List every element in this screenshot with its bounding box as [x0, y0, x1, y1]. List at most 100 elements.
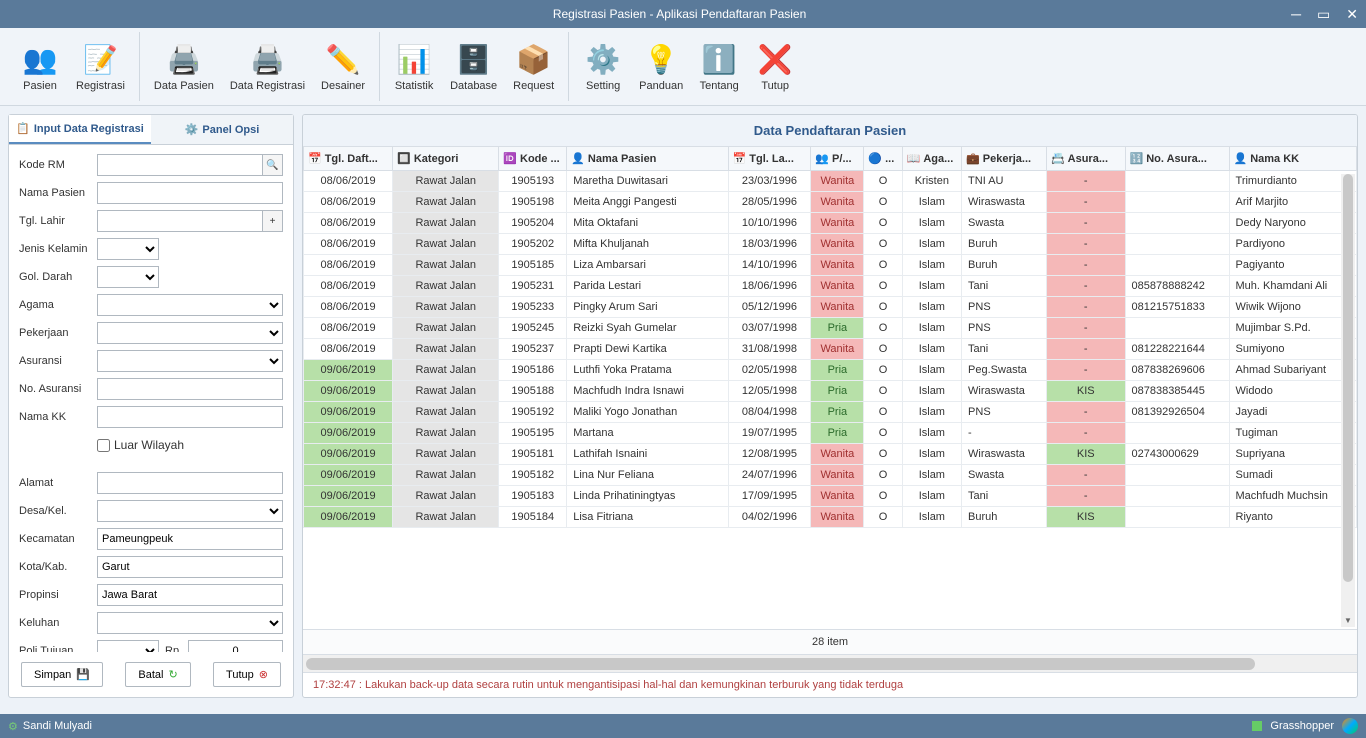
statistik-icon: 📊 [397, 42, 432, 78]
vertical-scrollbar[interactable]: ▲ ▼ [1341, 174, 1355, 627]
toolbar: 👥Pasien📝Registrasi🖨️Data Pasien🖨️Data Re… [0, 28, 1366, 106]
nama-kk-input[interactable] [97, 406, 283, 428]
add-date-button[interactable]: + [263, 210, 283, 232]
col-header[interactable]: 🔵... [864, 147, 902, 171]
data-pasien-button[interactable]: 🖨️Data Pasien [146, 32, 222, 101]
col-header[interactable]: 🔢No. Asura... [1125, 147, 1229, 171]
table-row[interactable]: 09/06/2019Rawat Jalan1905184Lisa Fitrian… [304, 507, 1357, 528]
table-row[interactable]: 08/06/2019Rawat Jalan1905193Maretha Duwi… [304, 171, 1357, 192]
label-kota: Kota/Kab. [19, 561, 97, 573]
label-luar-wilayah: Luar Wilayah [114, 438, 184, 452]
tutup-button[interactable]: ❌Tutup [747, 32, 803, 101]
table-row[interactable]: 08/06/2019Rawat Jalan1905231Parida Lesta… [304, 276, 1357, 297]
minimize-button[interactable]: ─ [1291, 6, 1301, 23]
pasien-button[interactable]: 👥Pasien [12, 32, 68, 101]
table-row[interactable]: 08/06/2019Rawat Jalan1905202Mifta Khulja… [304, 234, 1357, 255]
status-indicator [1252, 721, 1262, 731]
label-nama-pasien: Nama Pasien [19, 187, 97, 199]
label-rp: Rp. [165, 645, 182, 652]
user-icon: ⚙ [8, 720, 18, 733]
label-desa: Desa/Kel. [19, 505, 97, 517]
save-icon: 💾 [76, 668, 90, 681]
app-logo-icon [1342, 718, 1358, 734]
poli-tujuan-select[interactable] [97, 640, 159, 652]
batal-button[interactable]: Batal↻ [125, 662, 190, 687]
label-keluhan: Keluhan [19, 617, 97, 629]
tentang-button[interactable]: ℹ️Tentang [691, 32, 747, 101]
table-row[interactable]: 09/06/2019Rawat Jalan1905182Lina Nur Fel… [304, 465, 1357, 486]
gol-darah-select[interactable] [97, 266, 159, 288]
col-header[interactable]: 📅Tgl. La... [728, 147, 811, 171]
setting-icon: ⚙️ [586, 42, 621, 78]
table-row[interactable]: 09/06/2019Rawat Jalan1905186Luthfi Yoka … [304, 360, 1357, 381]
rp-input[interactable] [188, 640, 283, 652]
propinsi-input[interactable] [97, 584, 283, 606]
table-row[interactable]: 08/06/2019Rawat Jalan1905204Mita Oktafan… [304, 213, 1357, 234]
kecamatan-input[interactable] [97, 528, 283, 550]
titlebar: Registrasi Pasien - Aplikasi Pendaftaran… [0, 0, 1366, 28]
table-row[interactable]: 08/06/2019Rawat Jalan1905245Reizki Syah … [304, 318, 1357, 339]
col-header[interactable]: 📇Asura... [1046, 147, 1125, 171]
col-header[interactable]: 👤Nama Pasien [567, 147, 728, 171]
request-button[interactable]: 📦Request [505, 32, 562, 101]
agama-select[interactable] [97, 294, 283, 316]
table-row[interactable]: 09/06/2019Rawat Jalan1905181Lathifah Isn… [304, 444, 1357, 465]
window-title: Registrasi Pasien - Aplikasi Pendaftaran… [68, 7, 1291, 21]
data-registrasi-icon: 🖨️ [250, 42, 285, 78]
asuransi-select[interactable] [97, 350, 283, 372]
col-header[interactable]: 👥P/... [811, 147, 864, 171]
keluhan-select[interactable] [97, 612, 283, 634]
table-row[interactable]: 08/06/2019Rawat Jalan1905185Liza Ambarsa… [304, 255, 1357, 276]
database-icon: 🗄️ [456, 42, 491, 78]
footer-app-name: Grasshopper [1270, 720, 1334, 732]
pekerjaan-select[interactable] [97, 322, 283, 344]
panduan-icon: 💡 [644, 42, 679, 78]
col-header[interactable]: 👤Nama KK [1229, 147, 1356, 171]
database-button[interactable]: 🗄️Database [442, 32, 505, 101]
maximize-button[interactable]: ▭ [1317, 6, 1330, 23]
statistik-button[interactable]: 📊Statistik [386, 32, 442, 101]
jenis-kelamin-select[interactable] [97, 238, 159, 260]
col-header[interactable]: 💼Pekerja... [962, 147, 1047, 171]
col-header[interactable]: 📅Tgl. Daft... [304, 147, 393, 171]
desainer-button[interactable]: ✏️Desainer [313, 32, 373, 101]
kota-input[interactable] [97, 556, 283, 578]
no-asuransi-input[interactable] [97, 378, 283, 400]
close-button[interactable]: ✕ [1346, 6, 1358, 23]
desainer-icon: ✏️ [326, 42, 361, 78]
label-kecamatan: Kecamatan [19, 533, 97, 545]
table-row[interactable]: 09/06/2019Rawat Jalan1905188Machfudh Ind… [304, 381, 1357, 402]
simpan-button[interactable]: Simpan💾 [21, 662, 103, 687]
statusbar: ⚙ Sandi Mulyadi Grasshopper [0, 714, 1366, 738]
right-panel: Data Pendaftaran Pasien 📅Tgl. Daft...🔲Ka… [302, 114, 1358, 698]
kode-rm-input[interactable] [97, 154, 263, 176]
table-row[interactable]: 09/06/2019Rawat Jalan1905192Maliki Yogo … [304, 402, 1357, 423]
table-row[interactable]: 09/06/2019Rawat Jalan1905183Linda Prihat… [304, 486, 1357, 507]
col-header[interactable]: 🔲Kategori [393, 147, 499, 171]
tab-panel-opsi[interactable]: ⚙️Panel Opsi [151, 115, 293, 144]
tentang-icon: ℹ️ [702, 42, 737, 78]
nama-pasien-input[interactable] [97, 182, 283, 204]
search-rm-button[interactable]: 🔍 [263, 154, 283, 176]
tab-input-registrasi[interactable]: 📋Input Data Registrasi [9, 115, 151, 144]
table-row[interactable]: 08/06/2019Rawat Jalan1905198Meita Anggi … [304, 192, 1357, 213]
tutup-button[interactable]: Tutup⊗ [213, 662, 281, 687]
label-propinsi: Propinsi [19, 589, 97, 601]
data-pasien-icon: 🖨️ [166, 42, 201, 78]
table-row[interactable]: 08/06/2019Rawat Jalan1905233Pingky Arum … [304, 297, 1357, 318]
col-header[interactable]: 🆔Kode ... [499, 147, 567, 171]
label-tgl-lahir: Tgl. Lahir [19, 215, 97, 227]
tgl-lahir-input[interactable] [97, 210, 263, 232]
alamat-input[interactable] [97, 472, 283, 494]
desa-select[interactable] [97, 500, 283, 522]
registrasi-button[interactable]: 📝Registrasi [68, 32, 133, 101]
luar-wilayah-checkbox[interactable] [97, 439, 110, 452]
table-row[interactable]: 09/06/2019Rawat Jalan1905195Martana19/07… [304, 423, 1357, 444]
table-row[interactable]: 08/06/2019Rawat Jalan1905237Prapti Dewi … [304, 339, 1357, 360]
panduan-button[interactable]: 💡Panduan [631, 32, 691, 101]
horizontal-scrollbar[interactable] [303, 654, 1357, 672]
setting-button[interactable]: ⚙️Setting [575, 32, 631, 101]
data-registrasi-button[interactable]: 🖨️Data Registrasi [222, 32, 313, 101]
grid-title: Data Pendaftaran Pasien [303, 115, 1357, 146]
col-header[interactable]: 📖Aga... [902, 147, 961, 171]
